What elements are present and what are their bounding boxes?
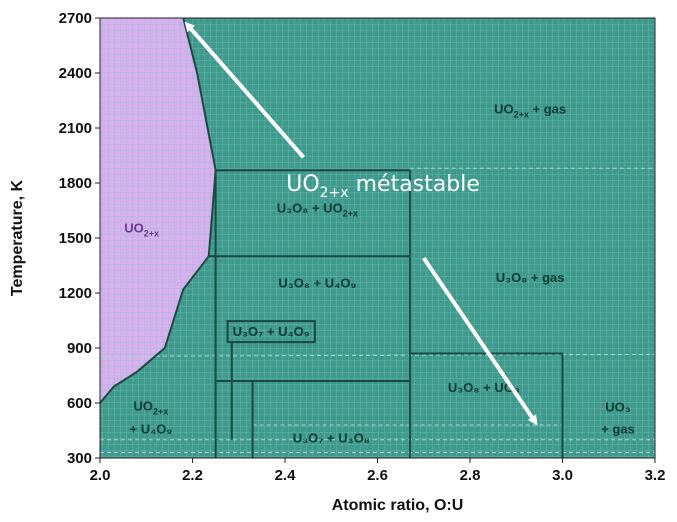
y-axis-title: Temperature, K — [9, 179, 26, 296]
region-label-u3o7-u4o9: U₃O₇ + U₄O₉ — [233, 324, 310, 339]
y-tick-label-5: 1800 — [59, 175, 92, 192]
y-tick-label-0: 300 — [67, 450, 92, 467]
region-label-uo2x-u4o9-a: UO2+x — [133, 398, 168, 416]
region-label-u3o7-u3o8: U₃O₇ + U₃O₈ — [293, 430, 370, 445]
x-tick-label-6: 3.2 — [645, 467, 666, 484]
y-tick-label-4: 1500 — [59, 230, 92, 247]
region-label-uo2x-u4o9-b: + U₄O₉ — [129, 421, 172, 436]
y-tick-label-1: 600 — [67, 395, 92, 412]
y-tick-label-7: 2400 — [59, 65, 92, 82]
x-tick-label-5: 3.0 — [552, 467, 573, 484]
y-tick-label-3: 1200 — [59, 285, 92, 302]
x-axis-title: Atomic ratio, O:U — [332, 497, 464, 514]
x-tick-label-0: 2.0 — [90, 467, 111, 484]
x-tick-label-2: 2.4 — [275, 467, 297, 484]
y-tick-label-6: 2100 — [59, 120, 92, 137]
region-label-uo2x-gas: UO2+x + gas — [494, 101, 566, 119]
arrow-down — [422, 257, 538, 426]
x-tick-label-4: 2.8 — [460, 467, 481, 484]
region-label-uo3-a: UO₃ — [605, 399, 631, 414]
x-tick-label-3: 2.6 — [367, 467, 388, 484]
arrow-up — [184, 21, 306, 159]
y-tick-label-8: 2700 — [59, 10, 92, 27]
region-label-uo3-b: + gas — [601, 421, 635, 436]
region-label-u3o8-gas: U₃O₈ + gas — [496, 270, 565, 285]
region-box-u3o7-u4o9 — [226, 320, 316, 344]
x-tick-label-1: 2.2 — [182, 467, 203, 484]
boundary-uo2x-lower — [99, 255, 210, 404]
region-label-u3o8-u4o9: U₃O₈ + U₄O₉ — [278, 276, 356, 291]
region-label-uo2x: UO2+x — [124, 221, 159, 239]
annotation-text: UO2+x métastable — [286, 172, 480, 201]
grid-overlay — [100, 18, 655, 458]
y-tick-label-2: 900 — [67, 340, 92, 357]
region-label-u3o8-uo3: U₃O₈ + UO₃ — [448, 380, 520, 395]
region-label-u3o8-uo2x: U₃O₈ + UO2+x — [277, 200, 358, 218]
